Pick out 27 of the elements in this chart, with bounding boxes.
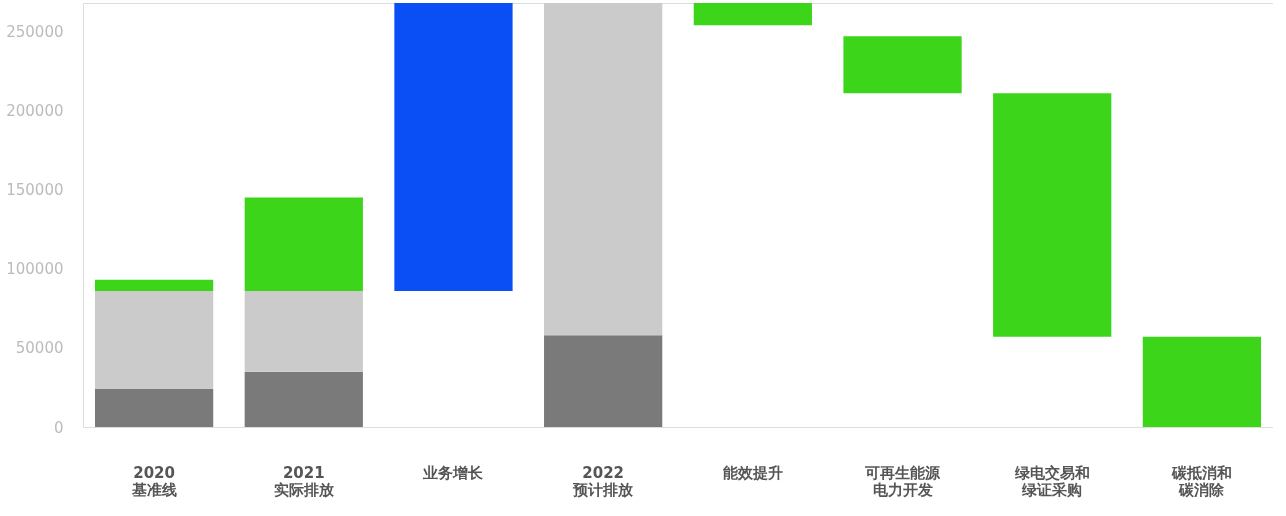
x-tick-label: 绿电交易和绿证采购: [1013, 463, 1090, 499]
x-tick-label: 碳抵消和碳消除: [1170, 463, 1232, 499]
bar: [693, 3, 812, 26]
bar: [94, 279, 214, 291]
bar: [394, 3, 513, 291]
y-tick-label: 150000: [6, 181, 64, 200]
y-tick-label: 100000: [6, 260, 64, 279]
x-tick-label: 能效提升: [722, 463, 783, 482]
x-tick-label: 2021 实际排放: [273, 463, 335, 499]
bar: [1142, 336, 1262, 427]
bar: [244, 197, 363, 291]
bar: [843, 36, 962, 94]
x-tick-label: 业务增长: [422, 463, 485, 482]
x-tick-label: 2020 基准线: [130, 463, 177, 499]
x-tick-label: 可再生能源电力开发: [864, 463, 942, 499]
y-tick-label: 250000: [6, 22, 64, 41]
x-tick-label: 2022 预计排放: [572, 463, 635, 499]
y-tick-label: 0: [53, 418, 64, 437]
bar: [94, 290, 214, 390]
bar: [94, 389, 214, 427]
bar: [544, 3, 663, 336]
bar: [244, 371, 363, 427]
y-tick-label: 200000: [6, 102, 64, 121]
bar: [993, 93, 1112, 337]
bar: [244, 290, 363, 372]
bar: [544, 335, 663, 427]
y-tick-label: 50000: [15, 339, 64, 358]
